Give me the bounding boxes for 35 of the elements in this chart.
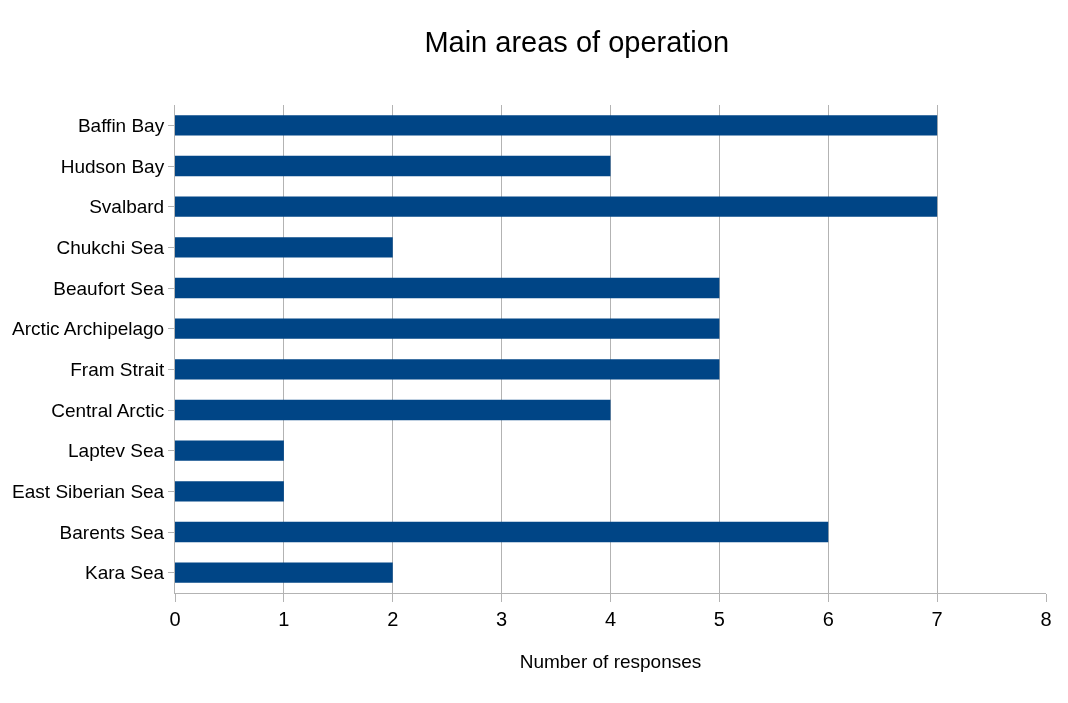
y-tick-label: Baffin Bay [77,114,165,136]
y-tick-label: Barents Sea [59,521,165,543]
bar [175,359,720,380]
bar [175,399,611,421]
bar [175,237,393,258]
x-tick-label: 3 [496,608,508,630]
bar [175,196,938,217]
y-tick-label: Arctic Archipelago [12,318,165,340]
y-tick-label: Chukchi Sea [56,236,165,258]
bar [175,115,938,136]
x-tick-label: 4 [604,608,617,630]
y-tick-label: Beaufort Sea [53,277,165,299]
x-tick-label: 2 [387,608,399,630]
x-tick-label: 1 [278,608,290,630]
y-tick-label: Central Arctic [51,399,165,421]
x-tick-label: 6 [822,608,834,630]
y-tick-label: Fram Strait [70,358,165,380]
bar [175,277,720,299]
x-tick-label: 8 [1040,608,1052,630]
bar [175,562,393,583]
bar [175,155,611,177]
x-tick-label: 5 [713,608,725,630]
bar [175,440,284,461]
bar [175,521,829,543]
x-axis-title: Number of responses [519,650,702,672]
x-tick-label: 0 [169,608,181,630]
y-tick-label: East Siberian Sea [12,480,165,502]
y-tick-label: Svalbard [89,196,165,218]
y-tick-label: Hudson Bay [60,155,165,177]
x-tick-label: 7 [931,608,943,630]
chart-title: Main areas of operation [424,25,730,58]
y-tick-label: Laptev Sea [68,440,165,462]
bar [175,318,720,339]
y-tick-label: Kara Sea [84,562,165,584]
bar [175,481,284,502]
